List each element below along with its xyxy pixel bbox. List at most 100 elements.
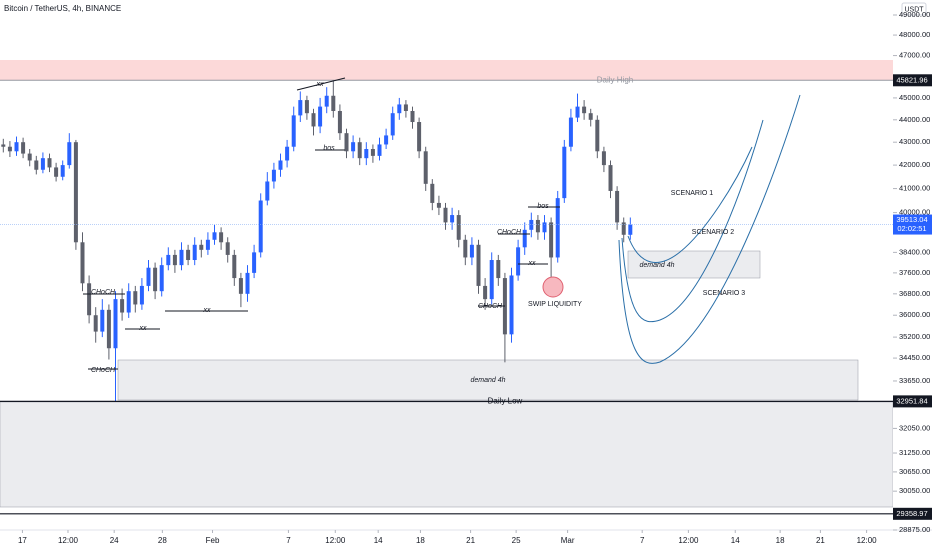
supply-zone [0,60,893,80]
candle-body [443,207,448,223]
candle-body [535,219,540,233]
y-tick-label: 28875.00 [899,525,930,534]
candle-body [54,167,59,177]
candle-body [549,222,554,258]
swip-label: SWIP LIQUIDITY [528,301,582,308]
candle-body [588,113,593,120]
candle-body [93,315,98,332]
candle-body [509,275,514,335]
x-tick-label: 12:00 [325,536,346,545]
candle-body [615,190,620,223]
x-tick-label: 14 [374,536,383,545]
candle-body [225,242,230,255]
price-axis [893,0,932,550]
note: bos [537,203,549,210]
candle-body [318,106,323,127]
candle-body [568,117,573,147]
candle-body [562,146,567,199]
candle-body [476,244,481,286]
candle-body [621,222,626,235]
x-tick-label: 18 [776,536,785,545]
candle-body [377,144,382,156]
y-tick-label: 49000.00 [899,10,930,19]
note: bos [323,145,335,152]
x-tick-label: Feb [206,536,220,545]
y-tick-label: 47000.00 [899,51,930,60]
x-tick-label: 28 [158,536,167,545]
candle-body [106,309,111,349]
currency-box [901,2,927,16]
y-tick-label: 43000.00 [899,137,930,146]
candle-body [430,183,435,203]
scenario-path [621,119,764,323]
candle-body [450,215,455,223]
candle-body [351,142,356,152]
y-tick-label: 31250.00 [899,448,930,457]
candle-body [172,254,177,266]
demand-zone [117,359,859,401]
candle-body [403,104,408,111]
candle-body [370,149,375,156]
candle-body [192,244,197,261]
level-price-label: 45821.96 [896,75,927,84]
y-tick-label: 44000.00 [899,115,930,124]
note: CHoCH [497,229,522,236]
x-tick-label: 7 [640,536,645,545]
candle-body [456,215,461,240]
candle-body [126,291,131,313]
candle-body [522,229,527,248]
candle-body [219,232,224,243]
candle-body [311,113,316,127]
x-tick-label: 12:00 [58,536,79,545]
axes: 49000.00 48000.00 47000.00 45000.00 44000.00… [18,10,932,545]
candle-body [384,135,389,145]
candle-body [245,272,250,294]
annotation-line [296,77,346,91]
plot: Daily High Daily Low [0,75,893,515]
x-tick-label: 25 [512,536,521,545]
lower-zone [0,401,894,508]
y-tick-label: 42000.00 [899,160,930,169]
zone-label: demand 4h [639,262,674,269]
candle-body [324,95,329,107]
candle-body [608,165,613,191]
candle-body [120,299,125,313]
y-tick-label: 30650.00 [899,467,930,476]
candle-body [417,122,422,152]
candle-body [87,283,92,316]
candle-body [516,247,521,276]
candle-body [199,244,204,250]
candle-body [133,291,138,305]
candle-body [271,169,276,182]
candle-body [113,299,118,349]
currency-label: USDT [904,6,924,13]
x-tick-label: 18 [416,536,425,545]
chart-title: Bitcoin / TetherUS, 4h, BINANCE [4,4,121,13]
candle-body [258,200,263,253]
liquidity-marker [542,276,564,298]
scenario-label: SCENARIO 1 [671,190,714,197]
y-tick-label: 37600.00 [899,268,930,277]
candle-body [595,119,600,152]
y-tick-label: 35200.00 [899,332,930,341]
note: xx [139,325,148,332]
candle-body [542,222,547,233]
candle-body [291,115,296,147]
candle-body [397,104,402,114]
scenario-label: SCENARIO 3 [703,290,746,297]
note: xx [316,81,325,88]
last-price-box [893,214,932,235]
note: xx [528,260,537,267]
x-tick-label: 21 [816,536,825,545]
candle-body [469,244,474,258]
candle-body [232,254,237,279]
candle-body [344,133,349,152]
candle-body [1,144,6,147]
candle-body [357,142,362,159]
last-price-label: 39513.04 [896,215,927,224]
y-tick-label: 48000.00 [899,30,930,39]
level-box [893,74,932,87]
candle-body [364,149,369,159]
candle-body [265,181,270,201]
